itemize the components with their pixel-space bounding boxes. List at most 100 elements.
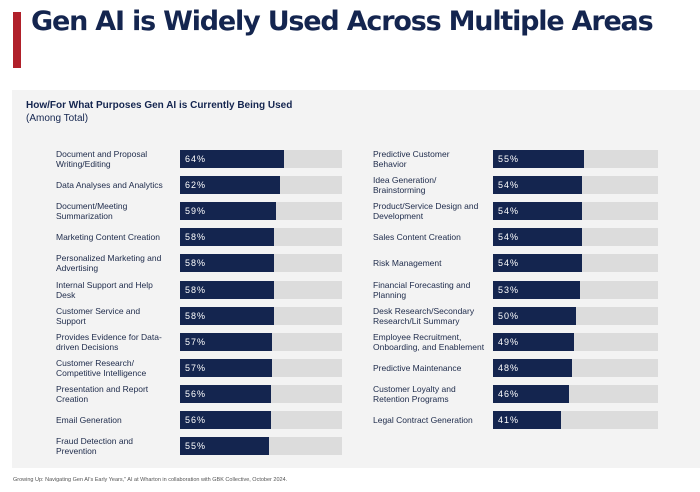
- category-label: Predictive Customer Behavior: [373, 149, 450, 169]
- bar: [180, 306, 274, 325]
- category-label: Idea Generation/ Brainstorming: [373, 175, 437, 196]
- bar: [180, 280, 274, 299]
- bar-track: 54%: [493, 254, 658, 273]
- bar-row: Idea Generation/ Brainstorming 54%: [373, 172, 658, 198]
- category-label: Predictive Maintenance: [373, 362, 462, 373]
- bar-track: 58%: [180, 280, 342, 299]
- bar-track: 55%: [180, 437, 342, 456]
- bar-row: Document and Proposal Writing/Editing 64%: [56, 146, 342, 172]
- bar-track: 50%: [493, 306, 658, 325]
- bar-value-label: 56%: [185, 388, 207, 399]
- bar: [493, 228, 583, 247]
- bar-value-label: 56%: [185, 415, 207, 425]
- bar: [180, 150, 284, 168]
- category-label: Provides Evidence for Data-driven Decisi…: [56, 331, 162, 352]
- bar-value-label: 64%: [185, 154, 207, 164]
- bar-row: Data Analyses and Analytics 62%: [56, 172, 342, 198]
- bar-row: Provides Evidence for Data-driven Decisi…: [56, 329, 342, 355]
- bar-value-label: 58%: [185, 258, 207, 269]
- category-label: Personalized Marketing and Advertising: [56, 253, 162, 274]
- category-label: Financial Forecasting and Planning: [373, 279, 471, 300]
- bar-row: Predictive Customer Behavior 55%: [373, 146, 658, 172]
- bar-row: Financial Forecasting and Planning 53%: [373, 277, 658, 303]
- bar: [493, 280, 581, 299]
- category-label: Internal Support and Help Desk: [56, 279, 153, 300]
- bar: [180, 254, 274, 273]
- bar-row: Internal Support and Help Desk 58%: [56, 277, 342, 303]
- bar-row: Personalized Marketing and Advertising 58…: [56, 250, 342, 276]
- category-label: Marketing Content Creation: [56, 232, 160, 243]
- bar-row: Customer Service and Support 58%: [56, 303, 342, 329]
- category-label: Sales Content Creation: [373, 232, 461, 243]
- bar-track: 54%: [493, 176, 658, 195]
- bar-value-label: 58%: [185, 232, 207, 243]
- category-label: Customer Loyalty and Retention Programs: [373, 383, 456, 404]
- bar-track: 56%: [180, 384, 342, 403]
- bar: [493, 411, 561, 429]
- category-label: Presentation and Report Creation: [56, 383, 149, 404]
- bar: [493, 332, 574, 351]
- bar: [180, 228, 274, 247]
- category-label: Product/Service Design and Development: [373, 201, 479, 222]
- bar-track: 46%: [493, 384, 658, 403]
- bar-track: 54%: [493, 202, 658, 221]
- bar: [493, 176, 583, 195]
- bar-track: 49%: [493, 332, 658, 351]
- bar-track: 57%: [180, 358, 342, 377]
- bar-value-label: 54%: [498, 206, 520, 217]
- bar-value-label: 55%: [185, 441, 207, 452]
- bar-row: Customer Loyalty and Retention Programs 4…: [373, 381, 658, 407]
- bar-value-label: 50%: [498, 310, 520, 321]
- bar-track: 55%: [493, 150, 658, 168]
- category-label: Legal Contract Generation: [373, 415, 473, 425]
- bar: [493, 358, 573, 377]
- bar-row: Document/Meeting Summarization 59%: [56, 198, 342, 224]
- bar-track: 58%: [180, 228, 342, 247]
- bar-row: Legal Contract Generation 41%: [373, 407, 658, 433]
- chart-subtitle-bold: How/For What Purposes Gen AI is Currentl…: [26, 100, 293, 111]
- bar: [493, 150, 584, 168]
- bar-value-label: 55%: [498, 154, 520, 164]
- category-label: Document/Meeting Summarization: [56, 201, 128, 222]
- bar: [180, 332, 273, 351]
- bar: [180, 176, 281, 195]
- bar-track: 41%: [493, 411, 658, 429]
- bar-track: 58%: [180, 306, 342, 325]
- bar: [493, 306, 576, 325]
- bar-value-label: 59%: [185, 206, 207, 217]
- bar-row: Fraud Detection and Prevention 55%: [56, 433, 342, 459]
- bar-value-label: 48%: [498, 362, 520, 373]
- category-label: Data Analyses and Analytics: [56, 180, 163, 191]
- bar-value-label: 57%: [185, 362, 207, 373]
- bar: [180, 411, 271, 429]
- bar-track: 62%: [180, 176, 342, 195]
- bar-row: Predictive Maintenance 48%: [373, 355, 658, 381]
- bar-value-label: 46%: [498, 388, 520, 399]
- bar-row: Desk Research/Secondary Research/Lit Sum…: [373, 303, 658, 329]
- bar: [180, 202, 276, 221]
- category-label: Desk Research/Secondary Research/Lit Sum…: [373, 305, 475, 326]
- bar-value-label: 49%: [498, 336, 520, 347]
- bar-row: Customer Research/ Competitive Intellige…: [56, 355, 342, 381]
- bar: [493, 254, 583, 273]
- bar-row: Presentation and Report Creation 56%: [56, 381, 342, 407]
- bar-row: Risk Management 54%: [373, 250, 658, 276]
- source-note: Growing Up: Navigating Gen AI's Early Ye…: [13, 477, 288, 483]
- bar-value-label: 57%: [185, 336, 207, 347]
- category-label: Risk Management: [373, 258, 442, 269]
- category-label: Customer Service and Support: [56, 305, 141, 326]
- bar-row: Email Generation 56%: [56, 407, 342, 433]
- bar: [180, 437, 270, 456]
- category-label: Customer Research/ Competitive Intellige…: [56, 357, 147, 378]
- bar-value-label: 58%: [185, 284, 207, 295]
- bar-track: 57%: [180, 332, 342, 351]
- bar-track: 59%: [180, 202, 342, 221]
- bar-value-label: 53%: [498, 284, 520, 295]
- bar-row: Sales Content Creation 54%: [373, 224, 658, 250]
- category-label: Document and Proposal Writing/Editing: [56, 149, 148, 169]
- chart-subtitle-qualifier: (Among Total): [26, 113, 89, 124]
- bar-row: Employee Recruitment, Onboarding, and En…: [373, 329, 658, 355]
- bar-value-label: 54%: [498, 232, 520, 243]
- bar-row: Marketing Content Creation 58%: [56, 224, 342, 250]
- bar-value-label: 54%: [498, 258, 520, 269]
